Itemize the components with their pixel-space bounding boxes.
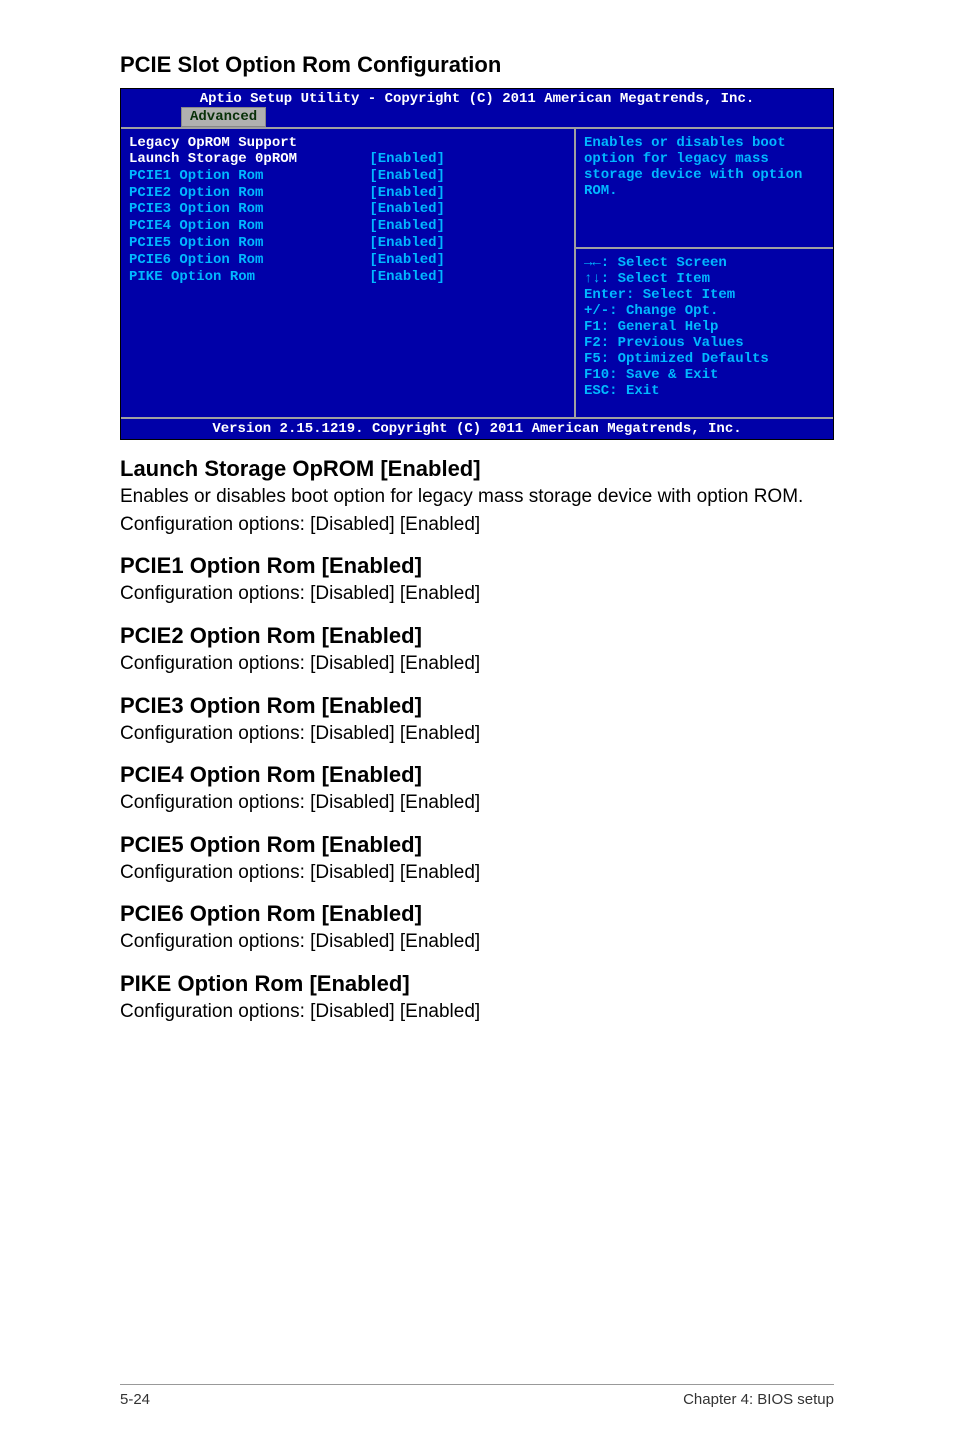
section-heading: PCIE1 Option Rom [Enabled] xyxy=(120,553,834,579)
bios-nav-line: ↑↓: Select Item xyxy=(584,271,825,287)
bios-nav-line: F5: Optimized Defaults xyxy=(584,351,825,367)
bios-nav-line: F1: General Help xyxy=(584,319,825,335)
bios-setting-label: PCIE1 Option Rom xyxy=(129,168,369,185)
bios-setting-row: PIKE Option Rom[Enabled] xyxy=(129,269,566,286)
bios-setting-label: PCIE6 Option Rom xyxy=(129,252,369,269)
bios-setting-label: PCIE4 Option Rom xyxy=(129,218,369,235)
bios-setting-value: [Enabled] xyxy=(369,185,566,202)
section-heading: PCIE6 Option Rom [Enabled] xyxy=(120,901,834,927)
section-body-text: Configuration options: [Disabled] [Enabl… xyxy=(120,581,834,607)
bios-setting-label: PIKE Option Rom xyxy=(129,269,369,286)
bios-body: Legacy OpROM Support Launch Storage 0pRO… xyxy=(121,127,833,419)
bios-nav-line: +/-: Change Opt. xyxy=(584,303,825,319)
section-body-text: Configuration options: [Disabled] [Enabl… xyxy=(120,790,834,816)
section-heading: PCIE5 Option Rom [Enabled] xyxy=(120,832,834,858)
section-heading: PCIE3 Option Rom [Enabled] xyxy=(120,693,834,719)
bios-setting-label: PCIE3 Option Rom xyxy=(129,201,369,218)
bios-footer: Version 2.15.1219. Copyright (C) 2011 Am… xyxy=(121,419,833,439)
bios-setting-label: PCIE5 Option Rom xyxy=(129,235,369,252)
bios-setting-value: [Enabled] xyxy=(369,235,566,252)
bios-help-panel: Enables or disables boot option for lega… xyxy=(576,129,833,417)
bios-setting-value: [Enabled] xyxy=(369,168,566,185)
page-title: PCIE Slot Option Rom Configuration xyxy=(120,52,834,78)
bios-setting-row: PCIE4 Option Rom[Enabled] xyxy=(129,218,566,235)
section-heading: PIKE Option Rom [Enabled] xyxy=(120,971,834,997)
bios-group-label: Legacy OpROM Support xyxy=(129,135,566,151)
bios-setting-label: Launch Storage 0pROM xyxy=(129,151,369,168)
bios-nav-keys: →←: Select Screen↑↓: Select ItemEnter: S… xyxy=(576,249,833,417)
bios-setting-row: PCIE1 Option Rom[Enabled] xyxy=(129,168,566,185)
bios-setting-row: PCIE6 Option Rom[Enabled] xyxy=(129,252,566,269)
bios-nav-line: F2: Previous Values xyxy=(584,335,825,351)
section-heading: PCIE2 Option Rom [Enabled] xyxy=(120,623,834,649)
section-body-text: Configuration options: [Disabled] [Enabl… xyxy=(120,721,834,747)
bios-setting-value: [Enabled] xyxy=(369,269,566,286)
bios-screenshot: Aptio Setup Utility - Copyright (C) 2011… xyxy=(120,88,834,440)
bios-nav-line: Enter: Select Item xyxy=(584,287,825,303)
chapter-label: Chapter 4: BIOS setup xyxy=(683,1391,834,1408)
bios-setting-label: PCIE2 Option Rom xyxy=(129,185,369,202)
bios-tab-advanced: Advanced xyxy=(181,107,266,127)
bios-nav-line: →←: Select Screen xyxy=(584,255,825,271)
section-body-text: Configuration options: [Disabled] [Enabl… xyxy=(120,999,834,1025)
bios-setting-row: PCIE3 Option Rom[Enabled] xyxy=(129,201,566,218)
section-body-text: Configuration options: [Disabled] [Enabl… xyxy=(120,512,834,538)
bios-header: Aptio Setup Utility - Copyright (C) 2011… xyxy=(121,89,833,107)
bios-setting-row: Launch Storage 0pROM[Enabled] xyxy=(129,151,566,168)
bios-setting-value: [Enabled] xyxy=(369,201,566,218)
section-heading: Launch Storage OpROM [Enabled] xyxy=(120,456,834,482)
section-body-text: Configuration options: [Disabled] [Enabl… xyxy=(120,860,834,886)
bios-setting-row: PCIE2 Option Rom[Enabled] xyxy=(129,185,566,202)
section-body-text: Configuration options: [Disabled] [Enabl… xyxy=(120,651,834,677)
bios-help-text: Enables or disables boot option for lega… xyxy=(576,129,833,249)
bios-setting-value: [Enabled] xyxy=(369,218,566,235)
section-body-text: Configuration options: [Disabled] [Enabl… xyxy=(120,929,834,955)
page-number: 5-24 xyxy=(120,1391,150,1408)
page-footer: 5-24 Chapter 4: BIOS setup xyxy=(120,1384,834,1408)
bios-tab-row: Advanced xyxy=(121,107,833,127)
bios-nav-line: ESC: Exit xyxy=(584,383,825,399)
section-body-text: Enables or disables boot option for lega… xyxy=(120,484,834,510)
bios-setting-value: [Enabled] xyxy=(369,252,566,269)
section-heading: PCIE4 Option Rom [Enabled] xyxy=(120,762,834,788)
bios-setting-value: [Enabled] xyxy=(369,151,566,168)
bios-nav-line: F10: Save & Exit xyxy=(584,367,825,383)
bios-settings-panel: Legacy OpROM Support Launch Storage 0pRO… xyxy=(121,129,576,417)
bios-setting-row: PCIE5 Option Rom[Enabled] xyxy=(129,235,566,252)
